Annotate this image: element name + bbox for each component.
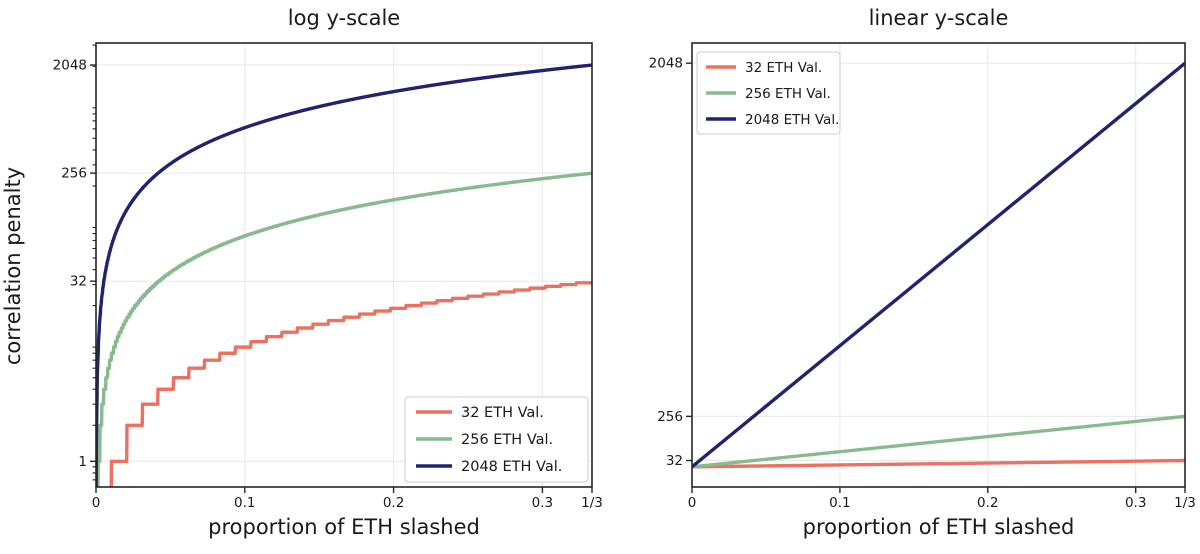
legend-box: [404, 396, 589, 483]
x-tick-label: 0.2: [383, 495, 404, 511]
linear-chart-xlabel: proportion of ETH slashed: [802, 515, 1075, 539]
y-tick-label: 32: [70, 274, 87, 290]
legend-entry-label: 32 ETH Val.: [461, 405, 544, 421]
log-chart-ylabel: correlation penalty: [1, 166, 25, 366]
x-tick-label: 0.3: [532, 495, 553, 511]
series-line-256-eth: [96, 171, 592, 487]
x-tick-label: 0: [92, 495, 101, 511]
log-chart-plot-area: 0 0.1 0.2 0.3 1/3 1 32 256 2048 32 ETH Val. 256 ET…: [53, 42, 603, 511]
log-chart-legend: 32 ETH Val. 256 ETH Val. 2048 ETH Val.: [404, 396, 589, 483]
y-tick-label: 2048: [53, 58, 87, 74]
y-tick-label: 2048: [649, 56, 683, 72]
legend-entry-label: 2048 ETH Val.: [745, 112, 839, 128]
legend-entry-label: 256 ETH Val.: [461, 432, 553, 448]
legend-entry-label: 32 ETH Val.: [745, 60, 822, 76]
x-tick-label: 0.3: [1125, 495, 1146, 511]
log-chart-xlabel: proportion of ETH slashed: [208, 515, 480, 539]
linear-chart-plot-area: 0 0.1 0.2 0.3 1/3 32 256 2048 32 ETH Val. 256 ETH…: [649, 42, 1196, 511]
legend-entry-label: 256 ETH Val.: [745, 86, 831, 102]
y-tick-label: 1: [78, 454, 87, 470]
series-group: [692, 61, 1185, 469]
legend-entry-label: 2048 ETH Val.: [461, 459, 562, 475]
x-tick-label: 0: [688, 495, 697, 511]
series-group: [96, 63, 592, 487]
series-line-2048-eth: [96, 63, 592, 487]
x-tick-label: 0.1: [829, 495, 850, 511]
legend-box: [696, 51, 841, 135]
series-line-32-eth: [109, 280, 592, 487]
linear-chart-title: linear y-scale: [868, 6, 1009, 30]
series-line-32-eth: [692, 458, 1185, 469]
y-tick-label: 256: [657, 409, 683, 425]
log-chart-title: log y-scale: [287, 6, 401, 30]
axes-spines: [95, 42, 593, 488]
series-line-256-eth: [692, 414, 1185, 469]
x-tick-label: 0.2: [977, 495, 998, 511]
y-tick-label: 32: [666, 453, 683, 469]
x-tick-label: 1/3: [581, 495, 603, 511]
series-line-2048-eth: [692, 61, 1185, 469]
x-tick-label: 0.1: [234, 495, 255, 511]
y-tick-label: 256: [61, 166, 87, 182]
axes-spines: [691, 42, 1186, 488]
linear-chart-legend: 32 ETH Val. 256 ETH Val. 2048 ETH Val.: [696, 51, 841, 135]
x-tick-label: 1/3: [1174, 495, 1196, 511]
